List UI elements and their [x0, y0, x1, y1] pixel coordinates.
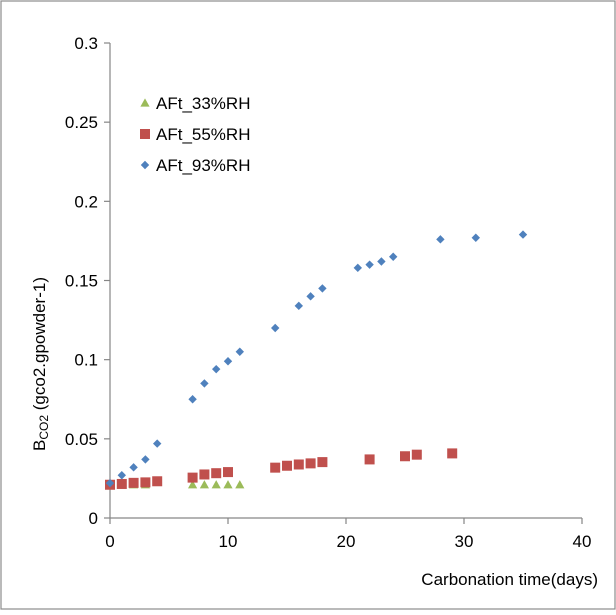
data-point-square	[282, 460, 292, 471]
y-tick-label: 0.15	[65, 272, 98, 291]
data-point-diamond	[318, 284, 327, 293]
data-point-diamond	[389, 252, 398, 261]
data-point-square	[140, 477, 151, 488]
data-point-square	[223, 467, 233, 478]
data-point-square	[128, 477, 139, 488]
data-point-diamond	[141, 455, 150, 464]
data-point-triangle	[188, 480, 198, 489]
y-tick-label: 0.1	[74, 351, 98, 370]
data-point-diamond	[212, 364, 221, 374]
data-point-diamond	[365, 260, 374, 269]
y-tick-label: 0.05	[65, 430, 98, 449]
data-point-square	[211, 468, 222, 479]
legend-marker-triangle	[140, 98, 150, 107]
y-tick-label: 0.25	[65, 113, 98, 132]
y-tick-label: 0	[89, 509, 98, 528]
y-axis-title-rest: (gco2.gpowder-1)	[30, 277, 49, 415]
y-axis-title-main: B	[30, 440, 49, 451]
data-point-diamond	[129, 463, 138, 472]
data-point-square	[305, 458, 316, 469]
axes	[104, 42, 583, 524]
legend-label: AFt_93%RH	[156, 156, 250, 175]
data-point-square	[447, 448, 458, 459]
data-point-diamond	[518, 230, 528, 239]
data-point-diamond	[188, 395, 197, 404]
data-points	[105, 230, 528, 490]
legend: AFt_33%RH AFt_55%RH AFt_93%RH	[140, 94, 250, 175]
legend-label: AFt_55%RH	[156, 125, 250, 144]
data-point-diamond	[223, 357, 233, 366]
tick-labels: 0 10 20 30 40 0 0.05 0.1 0.15 0.2 0.25 0.3	[65, 34, 592, 551]
data-point-square	[317, 457, 328, 468]
data-point-diamond	[306, 292, 315, 301]
data-point-diamond	[436, 235, 445, 244]
legend-marker-diamond	[140, 160, 150, 170]
data-point-diamond	[271, 323, 280, 333]
x-tick-label: 0	[105, 532, 114, 551]
x-axis-title: Carbonation time(days)	[421, 570, 598, 589]
data-point-diamond	[200, 379, 209, 388]
data-point-diamond	[353, 263, 362, 273]
x-tick-label: 40	[573, 532, 592, 551]
data-point-square	[400, 451, 410, 462]
x-tick-label: 30	[455, 532, 474, 551]
data-point-square	[116, 478, 127, 489]
data-point-diamond	[153, 439, 162, 448]
x-tick-label: 10	[219, 532, 238, 551]
data-point-square	[364, 454, 375, 465]
y-axis-title: BCO2 (gco2.gpowder-1)	[30, 277, 51, 451]
y-tick-label: 0.3	[74, 34, 98, 53]
y-tick-label: 0.2	[74, 192, 98, 211]
data-point-square	[152, 476, 163, 487]
data-point-diamond	[235, 347, 244, 356]
legend-marker-square	[140, 129, 150, 139]
legend-label: AFt_33%RH	[156, 94, 250, 113]
data-point-square	[199, 469, 210, 480]
data-point-triangle	[223, 480, 233, 489]
data-point-square	[270, 462, 281, 473]
data-point-triangle	[211, 480, 221, 489]
y-axis-title-sub: CO2	[37, 415, 51, 440]
data-point-square	[187, 472, 198, 483]
data-point-square	[411, 449, 422, 460]
data-point-triangle	[199, 480, 209, 489]
data-point-diamond	[105, 478, 115, 488]
x-tick-label: 20	[337, 532, 356, 551]
data-point-square	[293, 459, 304, 470]
data-point-triangle	[235, 480, 245, 489]
data-point-diamond	[294, 301, 303, 311]
data-point-diamond	[117, 471, 126, 480]
data-point-diamond	[377, 257, 386, 266]
data-point-diamond	[471, 233, 480, 242]
